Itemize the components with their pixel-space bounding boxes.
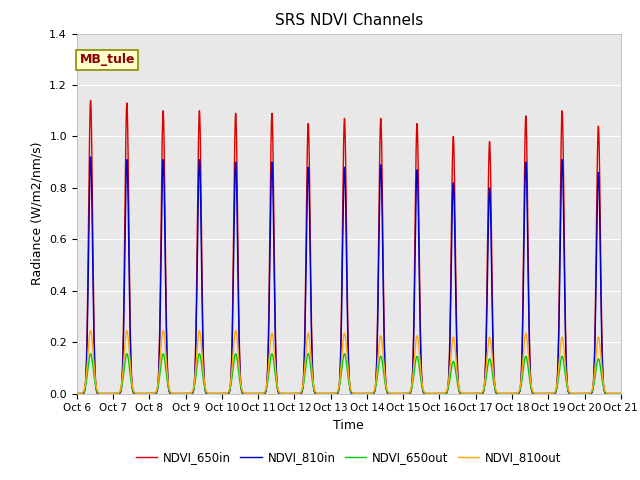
Line: NDVI_810out: NDVI_810out — [77, 331, 621, 394]
Line: NDVI_810in: NDVI_810in — [77, 157, 621, 394]
NDVI_810in — [276, 391, 284, 396]
NDVI_650in — [184, 391, 191, 396]
NDVI_650out — [189, 388, 197, 394]
NDVI_650in — [87, 97, 95, 103]
NDVI_810in — [189, 389, 197, 395]
NDVI_650out — [87, 351, 95, 357]
NDVI_650out — [184, 391, 191, 396]
NDVI_810out — [73, 391, 81, 396]
NDVI_810in — [87, 154, 95, 160]
Text: MB_tule: MB_tule — [79, 53, 135, 66]
NDVI_650in — [276, 391, 284, 396]
NDVI_650in — [617, 391, 625, 396]
NDVI_650out — [73, 391, 81, 396]
NDVI_810in — [617, 391, 625, 396]
NDVI_650out — [276, 390, 284, 396]
NDVI_810out — [276, 390, 284, 396]
NDVI_650in — [73, 391, 81, 396]
NDVI_810out — [501, 391, 509, 396]
NDVI_810in — [501, 391, 509, 396]
NDVI_650in — [189, 388, 197, 394]
NDVI_810in — [424, 391, 431, 396]
NDVI_650out — [617, 391, 625, 396]
NDVI_810out — [87, 328, 95, 334]
NDVI_810out — [184, 391, 191, 396]
NDVI_650out — [501, 391, 509, 396]
NDVI_810in — [73, 391, 81, 396]
Y-axis label: Radiance (W/m2/nm/s): Radiance (W/m2/nm/s) — [31, 142, 44, 285]
NDVI_810out — [615, 391, 623, 396]
NDVI_810out — [189, 386, 197, 392]
NDVI_650out — [615, 391, 623, 396]
NDVI_650in — [424, 391, 431, 396]
Title: SRS NDVI Channels: SRS NDVI Channels — [275, 13, 423, 28]
NDVI_810in — [184, 391, 191, 396]
Legend: NDVI_650in, NDVI_810in, NDVI_650out, NDVI_810out: NDVI_650in, NDVI_810in, NDVI_650out, NDV… — [131, 446, 566, 469]
NDVI_810out — [617, 391, 625, 396]
Line: NDVI_650out: NDVI_650out — [77, 354, 621, 394]
NDVI_650out — [424, 391, 431, 396]
NDVI_810in — [615, 391, 623, 396]
NDVI_650in — [501, 391, 509, 396]
NDVI_810out — [424, 391, 431, 396]
Line: NDVI_650in: NDVI_650in — [77, 100, 621, 394]
X-axis label: Time: Time — [333, 419, 364, 432]
NDVI_650in — [615, 391, 623, 396]
